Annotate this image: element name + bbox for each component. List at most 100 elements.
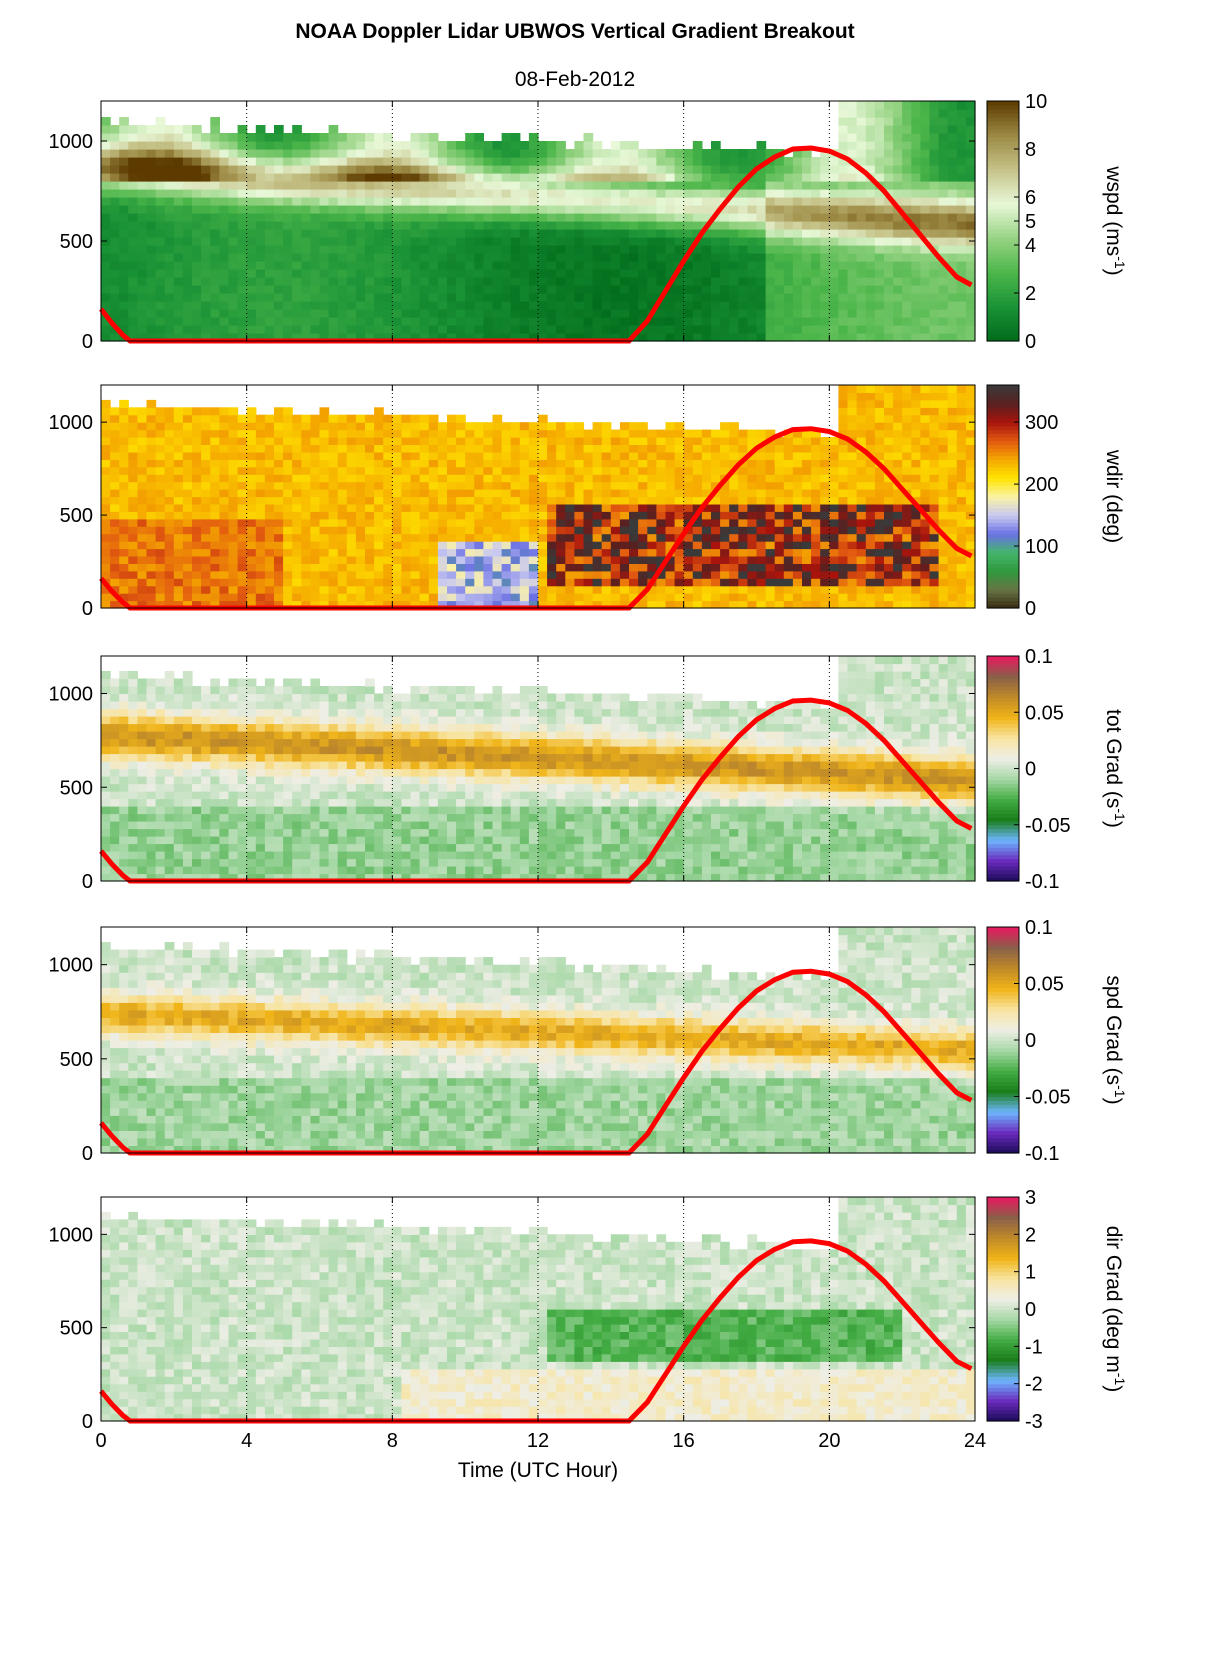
- heatmap-cell: [492, 422, 503, 431]
- heatmap-cell: [838, 293, 849, 302]
- heatmap-cell: [201, 141, 211, 150]
- heatmap-cell: [337, 277, 348, 286]
- heatmap-cell: [419, 414, 430, 423]
- heatmap-cell: [629, 253, 639, 262]
- heatmap-cell: [428, 600, 439, 609]
- heatmap-cell: [101, 133, 111, 142]
- heatmap-cell: [692, 157, 703, 166]
- heatmap-cell: [337, 213, 348, 222]
- heatmap-cell: [838, 277, 849, 286]
- heatmap-cell: [474, 503, 484, 512]
- heatmap-cell: [792, 157, 803, 166]
- heatmap-cell: [538, 261, 548, 270]
- heatmap-cell: [929, 237, 940, 246]
- heatmap-cell: [374, 570, 384, 579]
- heatmap-cell: [392, 261, 402, 270]
- heatmap-cell: [792, 518, 803, 527]
- heatmap-cell: [410, 585, 421, 594]
- heatmap-cell: [701, 285, 712, 294]
- heatmap-cell: [101, 518, 111, 527]
- heatmap-cell: [610, 600, 621, 609]
- heatmap-cell: [146, 422, 157, 431]
- heatmap-cell: [956, 157, 967, 166]
- heatmap-cell: [747, 548, 758, 557]
- heatmap-cell: [492, 459, 503, 468]
- heatmap-cell: [692, 459, 703, 468]
- heatmap-cell: [893, 533, 903, 542]
- heatmap-cell: [747, 518, 758, 527]
- heatmap-cell: [192, 269, 202, 278]
- heatmap-cell: [274, 325, 284, 334]
- heatmap-cell: [565, 444, 575, 453]
- heatmap-cell: [355, 451, 366, 460]
- heatmap-cell: [783, 503, 794, 512]
- heatmap-cell: [738, 325, 748, 334]
- heatmap-cell: [792, 459, 803, 468]
- heatmap-cell: [474, 309, 484, 318]
- heatmap-cell: [720, 429, 730, 438]
- heatmap-cell: [419, 173, 430, 182]
- heatmap-cell: [428, 570, 439, 579]
- colorbar-cell: [987, 125, 1019, 130]
- heatmap-cell: [674, 481, 685, 490]
- heatmap-cell: [401, 325, 412, 334]
- heatmap-cell: [756, 205, 767, 214]
- heatmap-cell: [820, 518, 830, 527]
- heatmap-cell: [884, 133, 894, 142]
- heatmap-cell: [920, 253, 931, 262]
- heatmap-cell: [765, 149, 776, 158]
- heatmap-cell: [884, 585, 894, 594]
- heatmap-cell: [692, 197, 703, 206]
- heatmap-cell: [483, 429, 494, 438]
- heatmap-cell: [246, 414, 257, 423]
- heatmap-cell: [629, 245, 639, 254]
- heatmap-cell: [383, 585, 393, 594]
- heatmap-cell: [692, 165, 703, 174]
- heatmap-cell: [629, 173, 639, 182]
- heatmap-cell: [965, 245, 976, 254]
- heatmap-cell: [146, 481, 157, 490]
- heatmap-cell: [392, 593, 402, 602]
- heatmap-cell: [119, 414, 129, 423]
- heatmap-cell: [437, 481, 448, 490]
- heatmap-cell: [128, 422, 138, 431]
- heatmap-cell: [501, 541, 512, 550]
- heatmap-cell: [419, 221, 430, 230]
- heatmap-cell: [647, 333, 657, 342]
- heatmap-cell: [192, 157, 202, 166]
- heatmap-cell: [328, 496, 339, 505]
- heatmap-cell: [246, 333, 257, 342]
- heatmap-cell: [128, 407, 138, 416]
- heatmap-cell: [601, 221, 612, 230]
- heatmap-cell: [492, 149, 503, 158]
- heatmap-cell: [501, 173, 512, 182]
- heatmap-cell: [510, 466, 521, 475]
- heatmap-cell: [228, 221, 239, 230]
- heatmap-cell: [902, 221, 912, 230]
- heatmap-cell: [119, 578, 129, 587]
- heatmap-cell: [182, 325, 193, 334]
- heatmap-cell: [565, 213, 575, 222]
- heatmap-cell: [219, 563, 230, 572]
- heatmap-cell: [483, 533, 494, 542]
- heatmap-cell: [847, 407, 858, 416]
- heatmap-cell: [301, 444, 311, 453]
- heatmap-cell: [656, 301, 667, 310]
- heatmap-cell: [829, 285, 839, 294]
- heatmap-cell: [647, 518, 657, 527]
- heatmap-cell: [792, 570, 803, 579]
- heatmap-cell: [683, 237, 694, 246]
- heatmap-cell: [556, 570, 566, 579]
- heatmap-cell: [337, 503, 348, 512]
- heatmap-cell: [929, 101, 940, 110]
- heatmap-cell: [610, 325, 621, 334]
- heatmap-cell: [264, 221, 275, 230]
- heatmap-cell: [182, 444, 193, 453]
- heatmap-cell: [538, 414, 548, 423]
- heatmap-cell: [419, 451, 430, 460]
- heatmap-cell: [811, 333, 821, 342]
- heatmap-cell: [255, 533, 266, 542]
- heatmap-cell: [856, 474, 867, 483]
- heatmap-cell: [538, 277, 548, 286]
- heatmap-cell: [419, 437, 430, 445]
